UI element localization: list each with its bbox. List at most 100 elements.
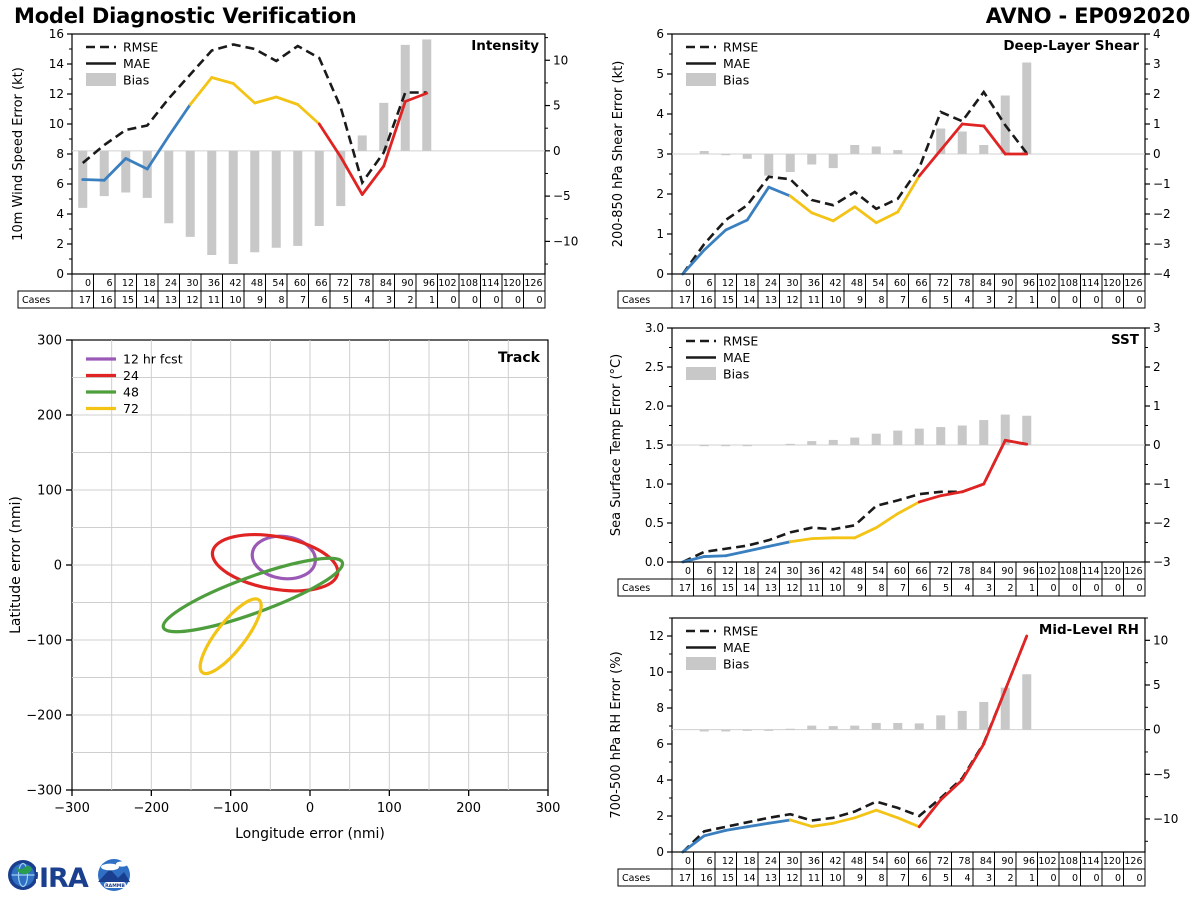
mae-segment bbox=[767, 818, 792, 825]
cases-cell: 8 bbox=[878, 295, 884, 306]
left-tick-label: 0.5 bbox=[645, 516, 664, 530]
y-axis-label: 200-850 hPa Shear Error (kt) bbox=[611, 61, 626, 248]
mae-segment bbox=[853, 526, 878, 540]
mae-segment bbox=[874, 210, 900, 225]
forecast-hour-table: 0 6 12 18 24 30 36 42 48 54 60 66 72 78 84 90 96 102 108 11… bbox=[617, 561, 1146, 597]
cases-cell: 3 bbox=[986, 873, 992, 884]
bias-bar bbox=[807, 725, 817, 730]
cira-logo: IRA RAMMB bbox=[6, 852, 134, 898]
bias-bar bbox=[893, 150, 903, 154]
fhour-cell: 60 bbox=[894, 856, 906, 867]
cases-cell: 15 bbox=[722, 295, 734, 306]
left-tick-label: 16 bbox=[49, 27, 64, 41]
mae-segment bbox=[681, 834, 706, 854]
cases-cell: 1 bbox=[1029, 873, 1035, 884]
bias-bar bbox=[785, 154, 795, 172]
mae-segment bbox=[745, 544, 771, 553]
right-axis: −4 −3 −2 −1 0 1 2 3 4 bbox=[1145, 27, 1171, 281]
right-tick-label: 0 bbox=[1153, 723, 1161, 737]
rmse-line bbox=[681, 89, 1028, 275]
mae-segment bbox=[124, 157, 149, 171]
fhour-cell: 96 bbox=[1023, 566, 1035, 577]
fhour-cell: 78 bbox=[958, 278, 970, 289]
cases-cell: 10 bbox=[229, 295, 241, 306]
cases-cell: 17 bbox=[679, 583, 691, 594]
fhour-cell: 48 bbox=[251, 278, 263, 289]
fhour-cell: 90 bbox=[1001, 566, 1013, 577]
fhour-cell: 66 bbox=[915, 566, 927, 577]
fhour-cell: 72 bbox=[337, 278, 349, 289]
fhour-cell: 6 bbox=[106, 278, 112, 289]
left-tick-label: 6 bbox=[656, 737, 664, 751]
mae-segment bbox=[831, 816, 857, 825]
forecast-hour-table: 0 6 12 18 24 30 36 42 48 54 60 66 72 78 84 90 96 102 108 11… bbox=[617, 273, 1146, 309]
mae-segment bbox=[939, 122, 964, 152]
left-tick-label: 5 bbox=[656, 67, 664, 81]
cases-cell: 0 bbox=[1050, 295, 1056, 306]
bias-bar bbox=[764, 729, 774, 731]
page-title: Model Diagnostic Verification bbox=[14, 4, 357, 28]
y-tick-label: 300 bbox=[37, 334, 62, 349]
y-tick-label: 100 bbox=[37, 484, 62, 499]
legend-mae-label: MAE bbox=[723, 56, 750, 71]
cases-cell: 4 bbox=[964, 873, 970, 884]
cira-logo-graphic: IRA RAMMB bbox=[8, 859, 130, 894]
fhour-cell: 54 bbox=[872, 856, 884, 867]
mae-segment bbox=[788, 194, 814, 215]
fhour-cell: 126 bbox=[524, 278, 542, 289]
cases-cell: 14 bbox=[743, 873, 755, 884]
mae-segment bbox=[896, 500, 921, 516]
cases-cell: 12 bbox=[786, 583, 798, 594]
forecast-hour-table: 0 6 12 18 24 30 36 42 48 54 60 66 72 78 84 90 96 102 108 11… bbox=[17, 273, 546, 309]
mae-segment bbox=[339, 155, 364, 196]
mae-segment bbox=[960, 482, 986, 494]
fhour-cell: 30 bbox=[786, 856, 798, 867]
fhour-cell: 108 bbox=[1060, 856, 1078, 867]
bias-bar bbox=[164, 150, 174, 224]
cases-cell: 0 bbox=[1093, 583, 1099, 594]
fhour-cell: 0 bbox=[685, 566, 691, 577]
fhour-cell: 114 bbox=[481, 278, 499, 289]
mae-segment bbox=[317, 122, 343, 159]
bias-bar bbox=[1022, 674, 1032, 730]
left-tick-label: 0 bbox=[656, 267, 664, 281]
panel-title: Mid-Level RH bbox=[1039, 622, 1139, 638]
fhour-cell: 48 bbox=[851, 566, 863, 577]
fhour-cell: 102 bbox=[438, 278, 456, 289]
mae-segment bbox=[167, 103, 192, 138]
fhour-cell: 6 bbox=[706, 566, 712, 577]
cases-cell: 0 bbox=[1115, 295, 1121, 306]
bias-bar bbox=[828, 154, 838, 169]
mae-segment bbox=[296, 103, 321, 126]
fhour-cell: 36 bbox=[808, 856, 820, 867]
mae-segment bbox=[1003, 634, 1029, 692]
y-tick-label: 200 bbox=[37, 409, 62, 424]
cases-cell: 1 bbox=[1029, 583, 1035, 594]
right-tick-label: −3 bbox=[1153, 237, 1171, 251]
mae-segment bbox=[810, 211, 835, 223]
fhour-cell: 78 bbox=[958, 566, 970, 577]
mae-segment bbox=[724, 825, 749, 832]
mae-segment bbox=[681, 248, 706, 276]
cases-cell: 8 bbox=[878, 583, 884, 594]
fhour-cell: 24 bbox=[765, 278, 777, 289]
cases-cell: 7 bbox=[900, 295, 906, 306]
bias-bar bbox=[1022, 62, 1032, 154]
fhour-cell: 6 bbox=[706, 856, 712, 867]
mae-segment bbox=[188, 76, 214, 106]
legend-mae-label: MAE bbox=[123, 56, 150, 71]
bias-bar bbox=[893, 722, 903, 730]
cases-cell: 4 bbox=[964, 295, 970, 306]
fhour-cell: 12 bbox=[722, 856, 734, 867]
fhour-cell: 114 bbox=[1081, 278, 1099, 289]
legend-bias-label: Bias bbox=[723, 73, 749, 88]
cases-cell: 11 bbox=[808, 295, 820, 306]
y-tick-label: 0 bbox=[54, 559, 62, 574]
bias-bar bbox=[1000, 414, 1010, 445]
right-tick-label: 10 bbox=[553, 53, 568, 67]
right-tick-label: −5 bbox=[553, 189, 571, 203]
legend-bias-label: Bias bbox=[123, 73, 149, 88]
fhour-cell: 114 bbox=[1081, 566, 1099, 577]
fhour-cell: 120 bbox=[1103, 566, 1121, 577]
